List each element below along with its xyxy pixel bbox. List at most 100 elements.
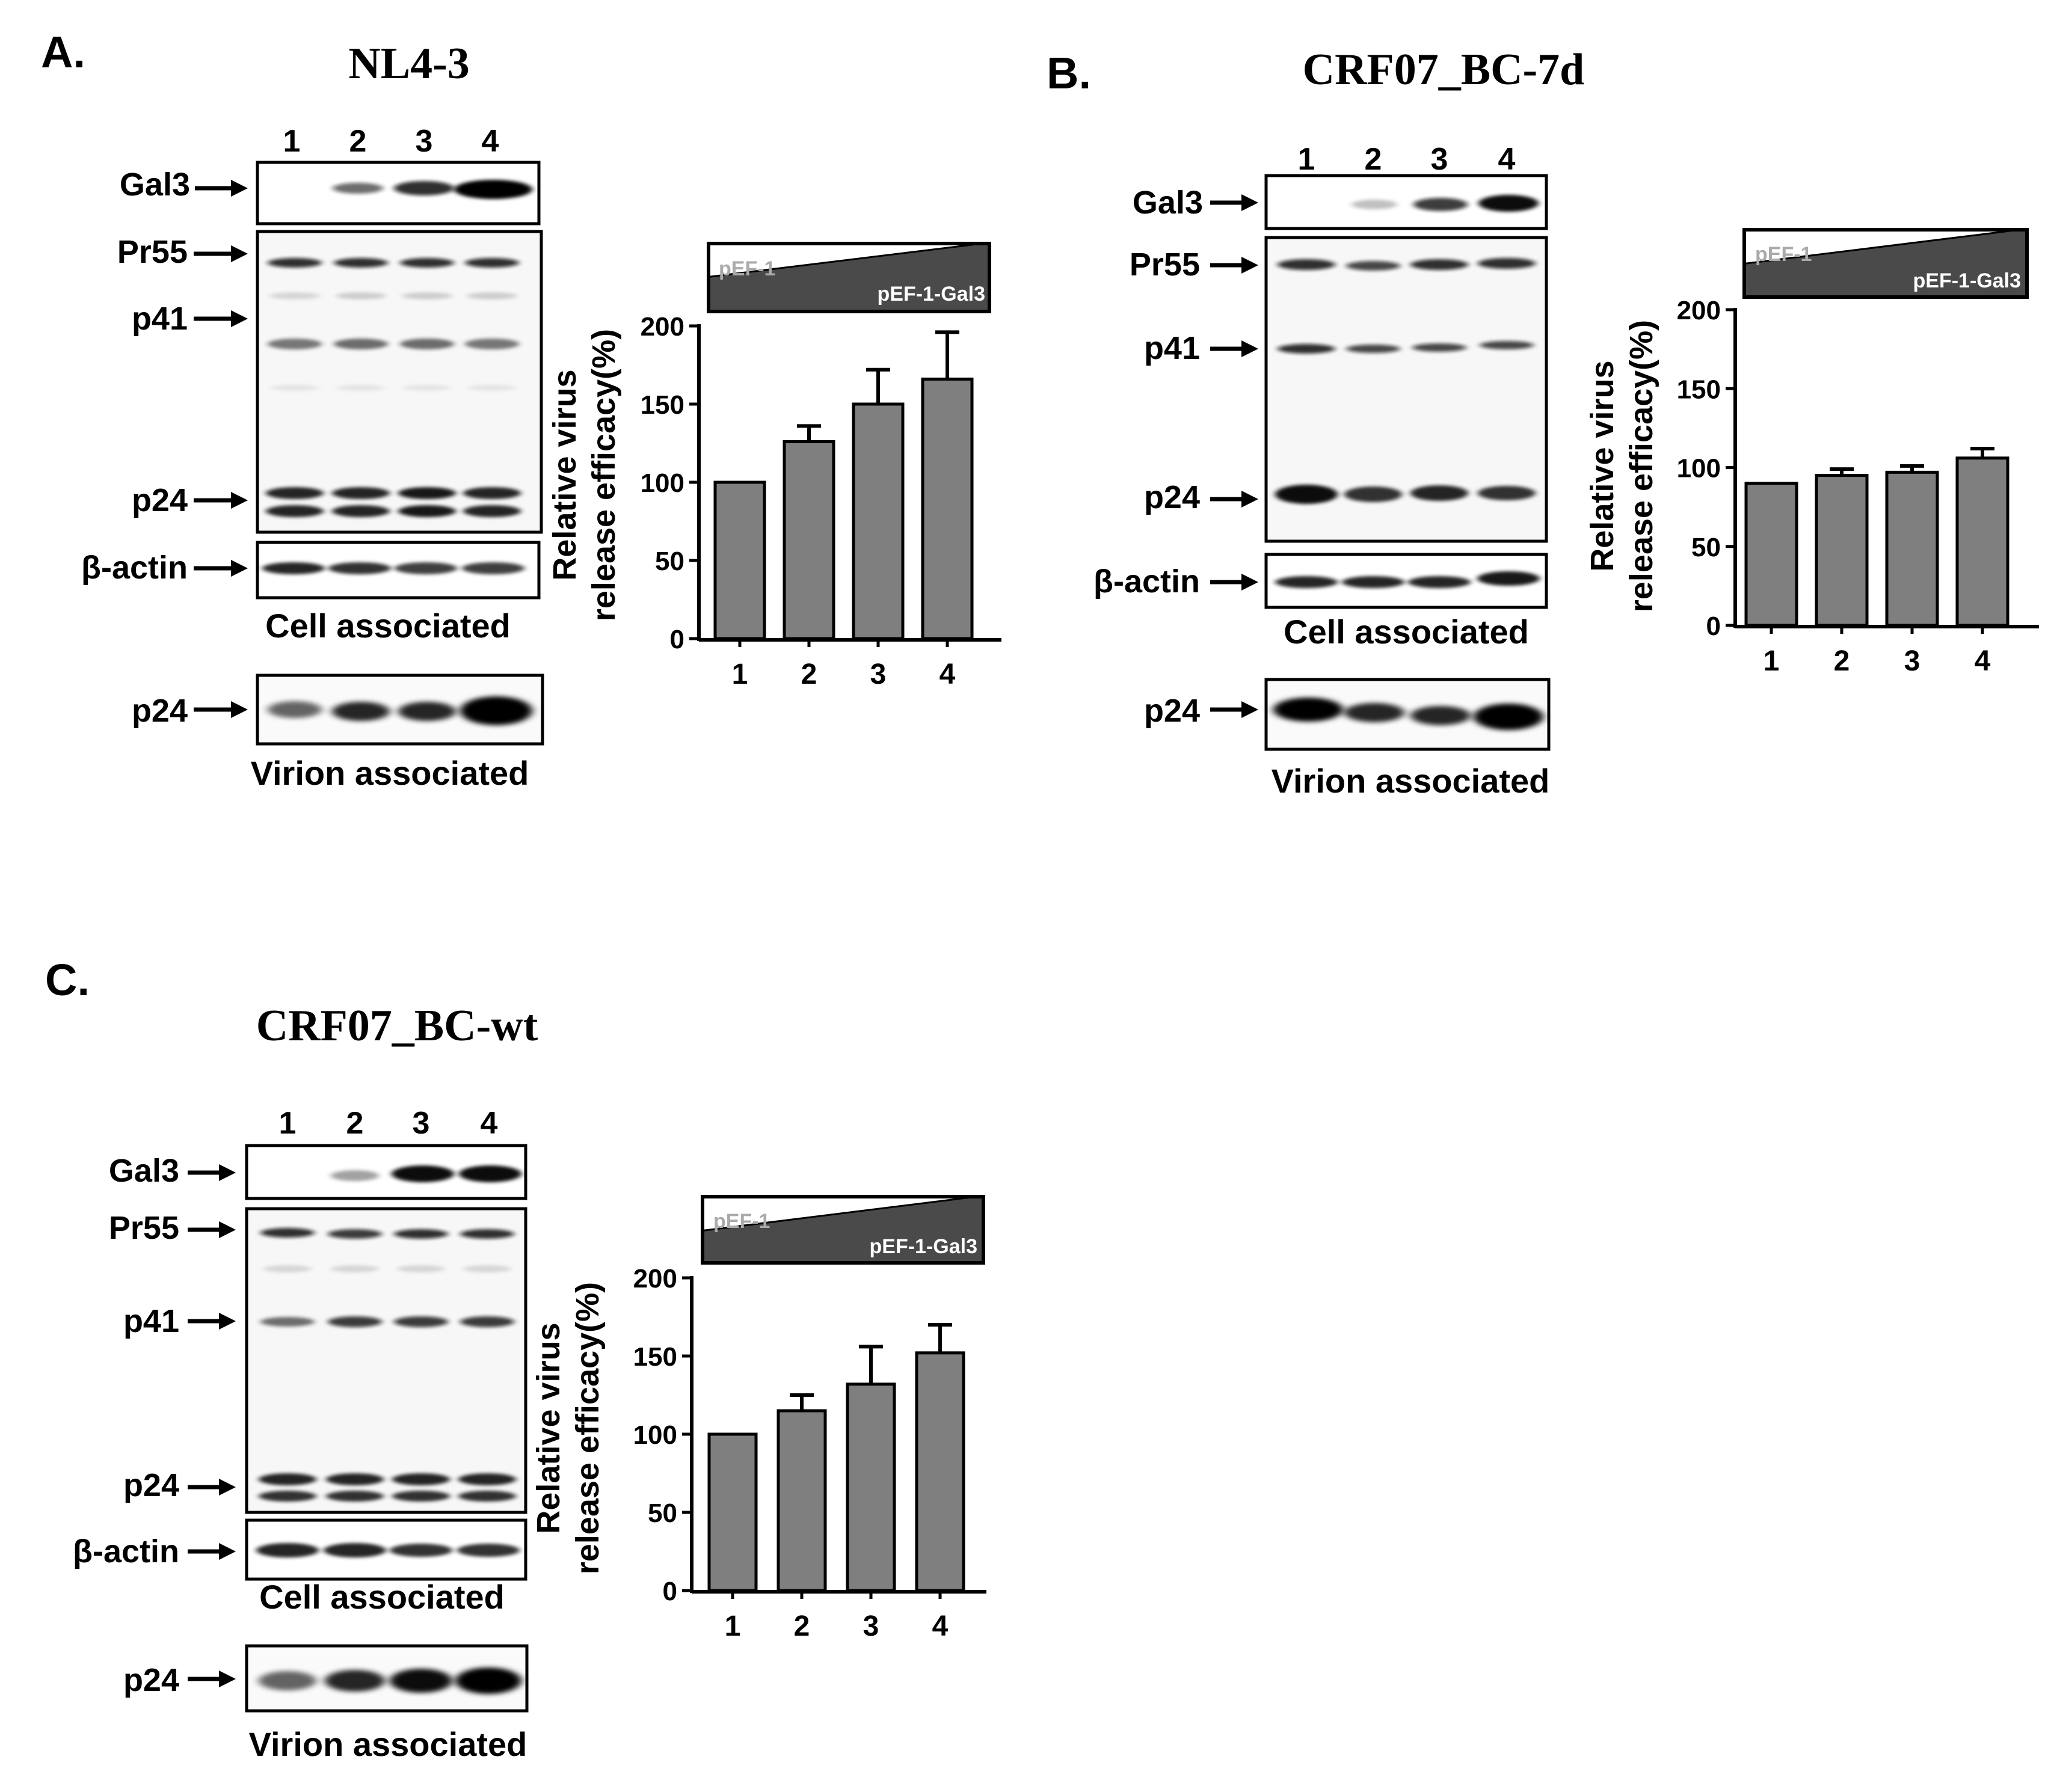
bar xyxy=(1955,456,2010,627)
arrow-icon xyxy=(188,1164,236,1181)
band xyxy=(390,1544,452,1557)
blot-label: β-actin xyxy=(73,1533,179,1570)
y-tick-label: 200 xyxy=(641,312,684,342)
x-tick-label: 4 xyxy=(932,1610,949,1642)
lane-number: 4 xyxy=(1498,142,1516,177)
band xyxy=(1273,698,1343,722)
band xyxy=(460,1229,514,1239)
blot-label: p41 xyxy=(132,301,188,337)
band-group xyxy=(333,180,532,199)
panel-title: NL4-3 xyxy=(348,39,469,88)
bar xyxy=(1885,470,1939,627)
band xyxy=(458,1473,516,1485)
band xyxy=(395,562,457,574)
panel-title: CRF07_BC-wt xyxy=(256,1001,538,1051)
blot-gal3: Gal3 xyxy=(109,1144,527,1200)
lane-numbers: 1 2 3 4 xyxy=(283,124,499,159)
band xyxy=(256,1543,319,1557)
arrow-icon xyxy=(194,310,248,327)
band xyxy=(392,1473,450,1485)
band xyxy=(398,702,456,721)
band xyxy=(465,258,519,268)
bar xyxy=(1815,474,1869,627)
x-tick-label: 1 xyxy=(1764,645,1780,677)
band xyxy=(268,339,322,349)
blot-virion: p24 xyxy=(132,674,544,746)
band xyxy=(262,562,325,574)
arrow-icon xyxy=(194,560,248,577)
blot-virion: p24 xyxy=(1144,678,1551,751)
y-tick-label: 150 xyxy=(641,390,684,420)
blot-label: p24 xyxy=(132,482,188,518)
band xyxy=(1408,576,1471,588)
y-axis-label-line1: Relative virus xyxy=(547,369,583,580)
band xyxy=(400,258,454,268)
band xyxy=(398,487,456,499)
x-tick-label: 4 xyxy=(1975,645,1991,677)
blot-label: Gal3 xyxy=(109,1153,179,1189)
x-tick-label: 4 xyxy=(939,658,956,690)
band xyxy=(1344,486,1402,502)
band xyxy=(328,1316,382,1327)
band xyxy=(266,487,324,499)
band xyxy=(271,385,319,391)
band xyxy=(1342,576,1404,588)
virion-caption: Virion associated xyxy=(1272,762,1550,800)
band xyxy=(1410,485,1468,501)
band xyxy=(394,181,454,195)
bar xyxy=(915,1351,965,1592)
arrow-icon xyxy=(188,1221,236,1238)
bar xyxy=(713,480,766,640)
band-row-faint2 xyxy=(271,385,516,391)
wedge-bottom-label: pEF-1-Gal3 xyxy=(1913,269,2021,292)
band xyxy=(397,1265,445,1272)
blot-gal3: Gal3 xyxy=(1133,174,1548,230)
band xyxy=(1478,258,1536,269)
arrow-icon xyxy=(195,180,248,197)
blot-gag: Pr55 p41 p24 xyxy=(117,230,543,534)
band xyxy=(334,339,388,349)
band xyxy=(259,1473,316,1485)
lane-numbers: 1 2 3 4 xyxy=(1298,142,1516,177)
band xyxy=(1344,703,1404,722)
y-axis-label-line1: Relative virus xyxy=(1584,360,1620,571)
y-tick-label: 150 xyxy=(633,1342,677,1372)
band xyxy=(325,1670,385,1692)
blot-label: p41 xyxy=(123,1303,179,1339)
blot-label: p24 xyxy=(123,1467,179,1503)
lane-number: 4 xyxy=(482,124,499,159)
band xyxy=(260,1317,315,1327)
y-tick-label: 200 xyxy=(633,1264,677,1293)
band xyxy=(259,1671,316,1690)
blot-virion: p24 xyxy=(123,1644,529,1713)
band xyxy=(468,385,516,391)
band-row-mid xyxy=(268,339,519,349)
arrow-icon xyxy=(1210,340,1258,357)
band xyxy=(263,1265,312,1272)
blot-label: p24 xyxy=(1144,479,1200,515)
blot-gal3: Gal3 xyxy=(120,161,541,226)
y-tick-label: 100 xyxy=(641,468,684,498)
bar-chart: Relative virus release efficacy(%) 1 2 3 4 0… xyxy=(530,1264,986,1642)
y-tick-label: 200 xyxy=(1677,296,1721,325)
band xyxy=(1346,345,1400,353)
lane-number: 1 xyxy=(283,124,301,159)
band xyxy=(332,702,390,721)
band xyxy=(403,385,451,391)
band xyxy=(1480,341,1534,349)
bar xyxy=(776,1409,827,1592)
x-tick-label: 3 xyxy=(863,1610,879,1642)
band xyxy=(260,1228,315,1238)
y-tick-label: 100 xyxy=(1677,454,1721,483)
band xyxy=(324,1543,386,1557)
panel-letter: B. xyxy=(1047,48,1091,98)
band xyxy=(268,258,322,268)
band xyxy=(1412,343,1466,352)
band-row-p24 xyxy=(266,487,521,517)
band xyxy=(1275,485,1338,504)
bar-chart: Relative virus release efficacy(%) 1 2 3 4 0… xyxy=(547,312,1001,690)
band xyxy=(394,1229,448,1239)
arrow-icon xyxy=(188,1543,236,1560)
blot-label: p24 xyxy=(1144,693,1200,729)
